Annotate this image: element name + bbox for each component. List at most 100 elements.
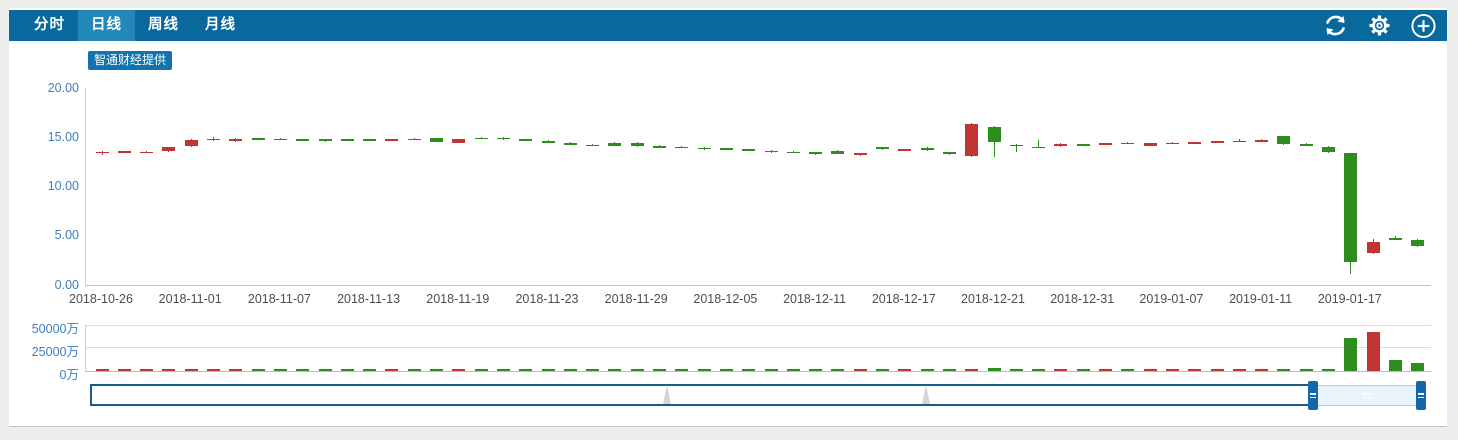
candle-body [519,139,533,141]
candle-body [563,143,577,145]
volume-bar [1032,369,1046,371]
handle-grip [1418,393,1424,395]
volume-bar [184,369,198,371]
volume-bar [1388,359,1402,371]
add-button[interactable] [1410,12,1437,39]
gear-icon [1369,15,1390,36]
volume-bar [1366,332,1380,371]
volume-bar [742,369,756,371]
volume-bar [987,368,1001,371]
x-axis-date-label: 2018-11-07 [247,292,311,306]
volume-bar [920,369,934,371]
tab-intraday[interactable]: 分时 [34,17,65,33]
volume-bar [653,369,666,371]
candle-body [229,139,243,141]
volume-bar [876,369,889,371]
x-axis-date-label: 2018-11-29 [604,292,668,306]
candle-body [1255,140,1269,142]
tab-weekly[interactable]: 周线 [148,17,179,33]
volume-bar [117,369,131,371]
volume-axis-tick: 25000万 [31,344,79,359]
candle-body [184,140,198,147]
candle-body [697,147,711,150]
candle-body [831,150,845,154]
candle-body [430,138,443,142]
volume-bar [519,369,533,371]
x-axis-date-label: 2018-12-17 [871,292,936,306]
price-axis-tick: 15.00 [47,129,79,144]
volume-plot[interactable] [85,325,1431,372]
candle-body [251,138,265,141]
tab-monthly[interactable]: 月线 [205,17,236,33]
volume-gridline-50000 [86,325,1431,326]
volume-bar [563,369,577,371]
price-axis-tick: 20.00 [47,80,79,95]
chart-toolbar: 分时 日线 周线 月线 [9,10,1447,41]
x-axis-date-label: 2019-01-07 [1139,292,1204,306]
price-axis-tick: 0.00 [54,277,79,292]
navigator-volume-spike [662,385,671,404]
navigator-track[interactable] [90,384,1312,406]
navigator-left-handle[interactable] [1308,381,1318,410]
tab-daily[interactable]: 日线 [78,10,135,41]
volume-bar [675,369,689,371]
navigator-right-handle[interactable] [1416,381,1426,410]
handle-grip [1310,396,1316,398]
candle-body [965,124,979,157]
volume-axis-tick: 50000万 [31,321,79,336]
candle-body [1076,144,1090,146]
handle-grip [1418,396,1424,398]
volume-gridline-25000 [86,347,1431,348]
candle-body [1099,143,1112,145]
candle-body [653,145,666,148]
candle-body [474,137,488,140]
volume-bar [207,369,220,371]
refresh-icon [1326,15,1345,36]
navigator-selection[interactable] [1317,385,1417,406]
provider-badge: 智通财经提供 [88,51,173,70]
volume-bar [452,369,466,371]
volume-bar [1344,338,1358,371]
candle-body [1322,147,1335,152]
candle-body [719,148,733,150]
candle-body [809,152,823,154]
candle-body [496,137,510,140]
volume-bar [1143,369,1157,371]
volume-bar [809,369,823,371]
candle-body [987,126,1001,143]
candle-body [586,144,600,147]
volume-bar [1299,369,1313,371]
candle-body [1277,136,1291,144]
volume-bar [965,368,979,371]
candle-body [318,139,332,141]
volume-bar [407,369,421,371]
volume-bar [474,369,488,371]
volume-bar [1188,369,1202,371]
candle-body [162,147,176,152]
volume-bar [1232,369,1246,371]
volume-bar [608,369,622,371]
x-axis-date-label: 2018-11-13 [337,292,401,306]
volume-bar [1054,369,1068,371]
volume-bar [942,369,956,371]
candle-body [608,142,622,146]
candlestick-plot[interactable] [85,88,1431,286]
x-axis-date-label: 2018-12-31 [1050,292,1115,306]
candle-body [340,139,354,141]
x-axis-date-label: 2018-12-05 [693,292,758,306]
candle-body [1366,241,1380,253]
candle-body [1388,238,1402,240]
candle-wick [1238,139,1240,142]
candle-body [452,139,466,143]
selection-grip [1361,393,1373,395]
x-axis-date-label: 2018-11-19 [426,292,490,306]
candle-wick [1261,138,1263,142]
candle-body [1121,142,1135,145]
volume-bar [1322,369,1335,371]
settings-button[interactable] [1366,12,1393,39]
refresh-button[interactable] [1322,12,1349,39]
x-axis-date-label: 2018-12-21 [961,292,1025,306]
volume-bar [586,369,600,371]
volume-bar [1255,369,1269,371]
candle-body [675,146,689,149]
